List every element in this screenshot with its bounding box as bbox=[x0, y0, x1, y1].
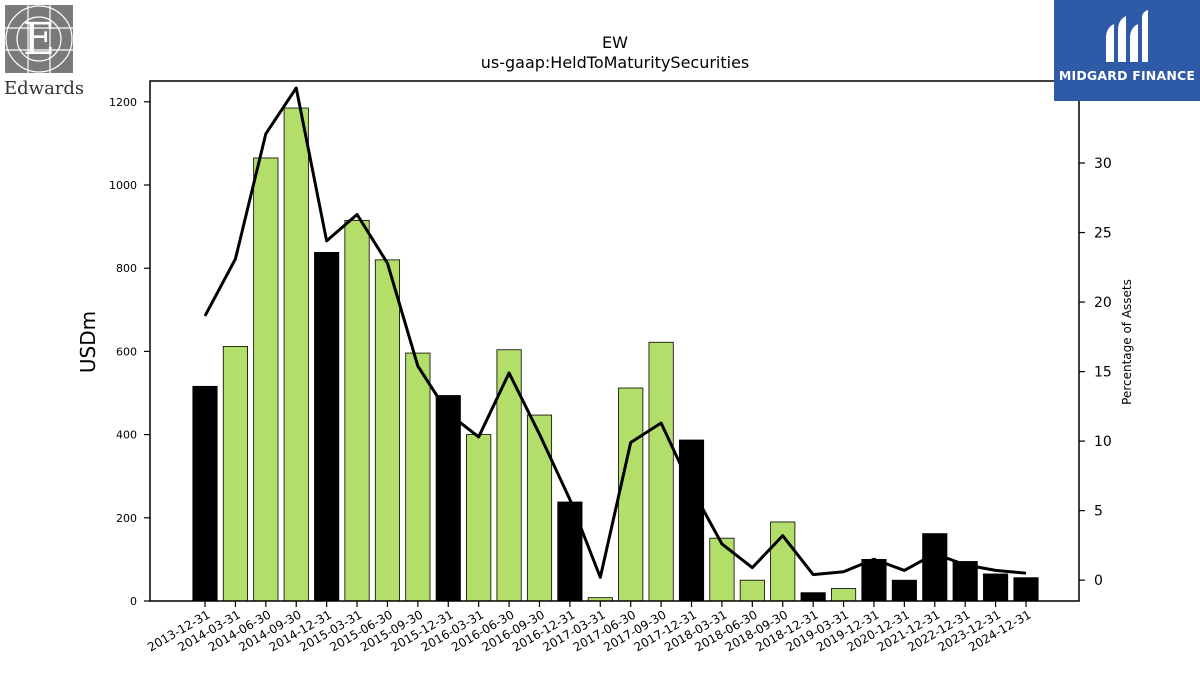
y-tick-label: 600 bbox=[116, 345, 137, 358]
y2-tick-label: 20 bbox=[1094, 295, 1112, 311]
bar-2021-12-31 bbox=[922, 533, 948, 602]
x-axis-ticks: 2013-12-312014-03-312014-06-302014-09-30… bbox=[145, 601, 1034, 654]
y2-tick-label: 0 bbox=[1094, 573, 1103, 589]
bar-2017-12-31 bbox=[678, 439, 705, 602]
y-tick-label: 400 bbox=[116, 429, 137, 442]
bar-2018-06-30 bbox=[739, 579, 765, 602]
edwards-wordmark: Edwards bbox=[4, 78, 85, 99]
line-series bbox=[203, 86, 1027, 579]
chart-subtitle: us-gaap:HeldToMaturitySecurities bbox=[481, 53, 750, 72]
midgard-finance-wordmark: MIDGARD FINANCE bbox=[1058, 68, 1196, 83]
bar-2019-03-31 bbox=[830, 588, 857, 602]
bar-2018-12-31 bbox=[800, 592, 826, 602]
bar-2016-12-31 bbox=[557, 501, 583, 602]
bar-2015-06-30 bbox=[374, 259, 401, 602]
y2-tick-label: 15 bbox=[1094, 365, 1112, 381]
y-tick-label: 800 bbox=[116, 262, 137, 275]
bar-2014-12-31 bbox=[314, 251, 340, 602]
bar-2013-12-31 bbox=[192, 385, 218, 602]
chart-title: EW bbox=[602, 33, 628, 52]
bar-2016-03-31 bbox=[466, 434, 492, 602]
bar-2014-09-30 bbox=[283, 107, 309, 602]
bar-2017-09-30 bbox=[648, 341, 674, 602]
bar-2018-09-30 bbox=[770, 521, 796, 602]
y2-tick-label: 10 bbox=[1094, 434, 1112, 450]
bar-2015-03-31 bbox=[344, 219, 370, 602]
y-tick-label: 1000 bbox=[109, 179, 137, 192]
bar-2020-12-31 bbox=[891, 579, 917, 602]
midgard-m-logo-icon bbox=[1106, 10, 1148, 62]
y2-axis-ticks: 05101520253035 bbox=[1079, 87, 1112, 589]
y2-tick-label: 30 bbox=[1094, 156, 1112, 172]
percentage-line bbox=[203, 86, 1027, 579]
y-axis-ticks: 0 200 400 600 800 1000 1200 bbox=[109, 96, 150, 608]
bar-2024-12-31 bbox=[1013, 577, 1039, 602]
edwards-e-logo-icon: E bbox=[5, 5, 73, 73]
midgard-finance-logo: MIDGARD FINANCE bbox=[1054, 0, 1200, 101]
bar-2015-12-31 bbox=[435, 395, 461, 602]
y-tick-label: 200 bbox=[116, 512, 137, 525]
bar-2017-06-30 bbox=[618, 387, 644, 602]
bar-2019-12-31 bbox=[861, 559, 887, 602]
bar-2018-03-31 bbox=[709, 537, 735, 602]
y2-axis-label: Percentage of Assets bbox=[1120, 279, 1134, 405]
y2-tick-label: 25 bbox=[1094, 226, 1112, 242]
plot-frame bbox=[149, 80, 1080, 602]
y-tick-label: 1200 bbox=[109, 96, 137, 109]
bar-2014-03-31 bbox=[222, 346, 248, 602]
bar-2014-06-30 bbox=[253, 157, 279, 602]
bar-2016-09-30 bbox=[526, 414, 553, 602]
svg-text:E: E bbox=[23, 14, 55, 65]
bar-2015-09-30 bbox=[405, 352, 431, 602]
y-axis-label: USDm bbox=[76, 311, 100, 373]
y-tick-label: 0 bbox=[130, 595, 137, 608]
bar-series bbox=[192, 107, 1039, 602]
y2-tick-label: 5 bbox=[1094, 504, 1103, 520]
bar-2023-12-31 bbox=[983, 573, 1009, 602]
edwards-logo: E Edwards bbox=[4, 4, 85, 100]
